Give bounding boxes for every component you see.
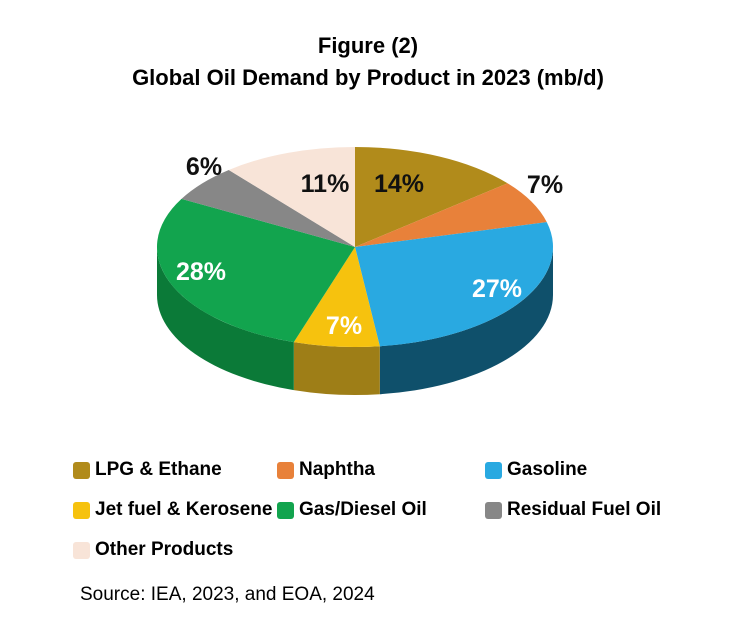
pie-slice-jet-fuel-kerosene — [293, 247, 380, 348]
slice-label-gas-diesel-oil: 28% — [176, 258, 226, 286]
slice-label-gasoline: 27% — [472, 275, 522, 303]
pie-slice-other-products — [228, 147, 355, 247]
pie-slice-gasoline — [355, 222, 554, 347]
pie-slice-lpg-ethane — [355, 147, 508, 247]
pie-slice-naphtha — [355, 183, 547, 247]
slice-label-lpg-ethane: 14% — [374, 170, 424, 198]
pie-slice-side-jet-fuel-kerosene — [293, 342, 380, 396]
pie-slice-gas-diesel-oil — [156, 198, 355, 343]
slice-label-naphtha: 7% — [527, 171, 563, 199]
source-note: Source: IEA, 2023, and EOA, 2024 — [80, 584, 375, 605]
pie-slice-side-gasoline — [379, 247, 553, 395]
slice-label-other-products: 11% — [301, 170, 350, 198]
slice-label-jet-fuel-kerosene: 7% — [326, 312, 362, 340]
chart-title-line1: Figure (2) — [317, 33, 419, 58]
chart-title: Figure (2) Global Oil Demand by Product … — [0, 30, 736, 94]
chart-title-line2: Global Oil Demand by Product in 2023 (mb… — [132, 65, 604, 90]
pie-slice-residual-fuel-oil — [181, 169, 355, 247]
slice-label-residual-fuel-oil: 6% — [186, 153, 222, 181]
pie-slice-side-gas-diesel-oil — [156, 247, 294, 391]
